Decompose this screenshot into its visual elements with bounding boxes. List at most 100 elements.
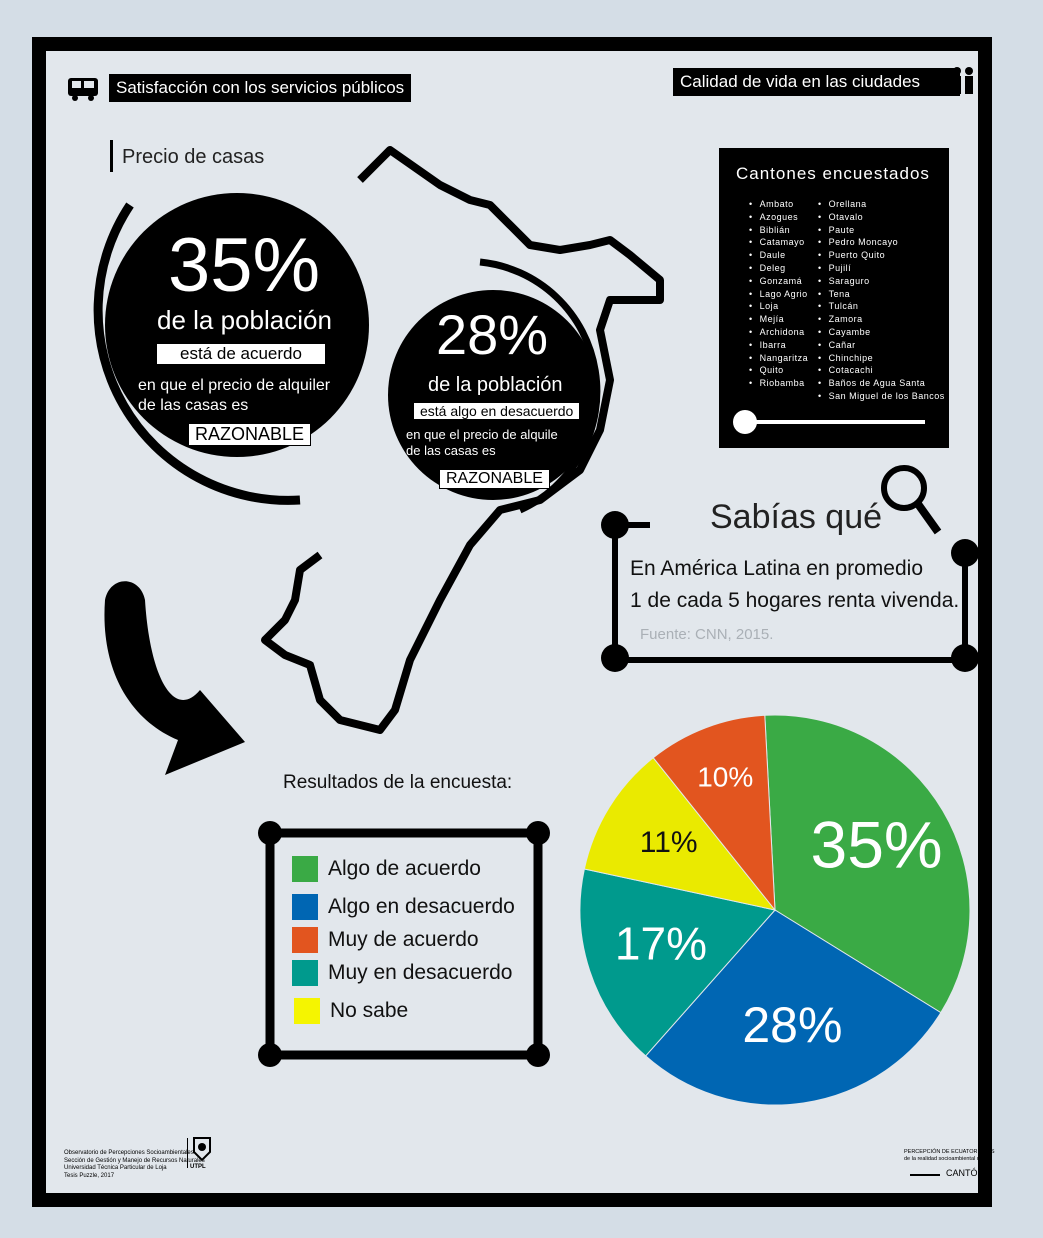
footer-right: PERCEPCIÓN DE ECUATORIANOS de la realida… bbox=[904, 1149, 995, 1163]
legend-label: Muy en desacuerdo bbox=[328, 961, 513, 984]
sabias-line1: En América Latina en promedio bbox=[630, 557, 924, 580]
legend-swatch bbox=[292, 927, 318, 953]
canton-item: Tulcán bbox=[818, 300, 945, 313]
footer-right-rule bbox=[910, 1174, 940, 1176]
canton-item: Paute bbox=[818, 224, 945, 237]
legend-item: Muy de acuerdo bbox=[292, 927, 479, 953]
pie-slice bbox=[583, 756, 777, 911]
canton-item: Pujilí bbox=[818, 262, 945, 275]
canton-item: Lago Agrio bbox=[749, 288, 808, 301]
footer-divider bbox=[187, 1138, 188, 1168]
stat-secondary-circle bbox=[388, 290, 598, 500]
pie-slice-label: 10% bbox=[697, 762, 753, 793]
legend-swatch bbox=[292, 856, 318, 882]
results-title: Resultados de la encuesta: bbox=[283, 772, 513, 793]
legend-label: No sabe bbox=[330, 999, 409, 1022]
canton-item: Saraguro bbox=[818, 275, 945, 288]
canton-item: Orellana bbox=[818, 198, 945, 211]
canton-item: Archidona bbox=[749, 326, 808, 339]
stat-secondary-percent: 28% bbox=[436, 303, 549, 366]
canton-item: Nangaritza bbox=[749, 352, 808, 365]
legend-swatch bbox=[292, 894, 318, 920]
stat-main-tag: está de acuerdo bbox=[157, 344, 325, 364]
sabias-line2: 1 de cada 5 hogares renta vivenda. bbox=[630, 589, 960, 612]
footer-left: Observatorio de Percepciones Socioambien… bbox=[64, 1150, 205, 1180]
stat-main-line3: de las casas es bbox=[138, 397, 249, 414]
canton-item: Quito bbox=[749, 364, 808, 377]
canton-item: Zamora bbox=[818, 313, 945, 326]
header-right-title: Calidad de vida en las ciudades bbox=[673, 68, 961, 96]
stat-secondary-line2: en que el precio de alquile bbox=[406, 427, 558, 442]
stat-secondary-line3: de las casas es bbox=[406, 443, 496, 458]
legend-swatch bbox=[294, 998, 320, 1024]
stat-secondary-tag: está algo en desacuerdo bbox=[414, 403, 580, 419]
slider-track bbox=[745, 420, 925, 424]
canton-item: Baños de Agua Santa bbox=[818, 377, 945, 390]
footer-right-line2: de la realidad socioambiental de su bbox=[904, 1156, 991, 1162]
canton-item: Deleg bbox=[749, 262, 808, 275]
canton-item: Azogues bbox=[749, 211, 808, 224]
pie-slice-label: 35% bbox=[810, 807, 942, 881]
canton-item: San Miguel de los Bancos bbox=[818, 390, 945, 403]
legend-label: Algo de acuerdo bbox=[328, 857, 481, 880]
footer-right-line1: PERCEPCIÓN DE ECUATORIANOS bbox=[904, 1149, 995, 1155]
utpl-label: UTPL bbox=[190, 1164, 206, 1170]
canton-item: Cotacachi bbox=[818, 364, 945, 377]
stat-main-circle bbox=[105, 193, 369, 457]
big-circle-arc bbox=[93, 202, 301, 505]
bus-icon bbox=[66, 76, 100, 107]
stat-secondary-highlight: RAZONABLE bbox=[439, 469, 550, 489]
stat-main-highlight: RAZONABLE bbox=[188, 423, 312, 446]
pie-slice bbox=[652, 714, 776, 912]
canton-item: Ibarra bbox=[749, 339, 808, 352]
canton-item: Loja bbox=[749, 300, 808, 313]
canton-item: Biblián bbox=[749, 224, 808, 237]
cantones-list-col2: OrellanaOtavaloPautePedro MoncayoPuerto … bbox=[818, 198, 945, 403]
footer-line: Universidad Técnica Particular de Loja bbox=[64, 1165, 167, 1171]
footer-line: Tesis Puzzle, 2017 bbox=[64, 1172, 115, 1179]
legend-label: Muy de acuerdo bbox=[328, 928, 479, 951]
canton-item: Pedro Moncayo bbox=[818, 236, 945, 249]
sabias-title: Sabías qué bbox=[710, 498, 883, 536]
canton-item: Mejía bbox=[749, 313, 808, 326]
footer-line: Sección de Gestión y Manejo de Recursos … bbox=[64, 1157, 205, 1164]
footer-right-line3: CANTÓN bbox=[946, 1168, 984, 1178]
pie-slice-label: 17% bbox=[615, 918, 707, 970]
stat-main-percent: 35% bbox=[168, 223, 321, 308]
canton-item: Puerto Quito bbox=[818, 249, 945, 262]
legend-box-border bbox=[265, 828, 543, 1060]
canton-item: Riobamba bbox=[749, 377, 808, 390]
section-title: Precio de casas bbox=[110, 140, 264, 172]
footer-line: Observatorio de Percepciones Socioambien… bbox=[64, 1150, 194, 1156]
pie-slice bbox=[644, 909, 942, 1106]
ecuador-map-outline bbox=[261, 146, 664, 734]
pie-slice bbox=[579, 868, 776, 1057]
legend-item: No sabe bbox=[294, 998, 408, 1024]
pie-slice-label: 28% bbox=[742, 997, 842, 1053]
cantones-title: Cantones encuestados bbox=[736, 164, 930, 183]
pie-slice bbox=[764, 714, 971, 1014]
legend-item: Algo en desacuerdo bbox=[292, 894, 515, 920]
legend-item: Muy en desacuerdo bbox=[292, 960, 512, 986]
pie-slice-label: 11% bbox=[640, 826, 698, 859]
stat-main-line2: en que el precio de alquiler bbox=[138, 377, 331, 394]
canton-item: Catamayo bbox=[749, 236, 808, 249]
canton-item: Gonzamá bbox=[749, 275, 808, 288]
header-left-title: Satisfacción con los servicios públicos bbox=[109, 74, 412, 102]
canton-item: Daule bbox=[749, 249, 808, 262]
slider-handle bbox=[733, 410, 757, 434]
magnifier-icon bbox=[878, 462, 942, 543]
canton-item: Otavalo bbox=[818, 211, 945, 224]
canton-item: Tena bbox=[818, 288, 945, 301]
legend-swatch bbox=[292, 960, 318, 986]
cantones-list-col1: AmbatoAzoguesBibliánCatamayoDauleDelegGo… bbox=[749, 198, 808, 390]
stat-secondary-line1: de la población bbox=[428, 374, 563, 396]
people-icon bbox=[948, 66, 978, 101]
curved-arrow-icon bbox=[104, 581, 246, 775]
canton-item: Ambato bbox=[749, 198, 808, 211]
sabias-source: Fuente: CNN, 2015. bbox=[640, 626, 774, 643]
canton-item: Cañar bbox=[818, 339, 945, 352]
stat-main-line1: de la población bbox=[157, 305, 332, 335]
